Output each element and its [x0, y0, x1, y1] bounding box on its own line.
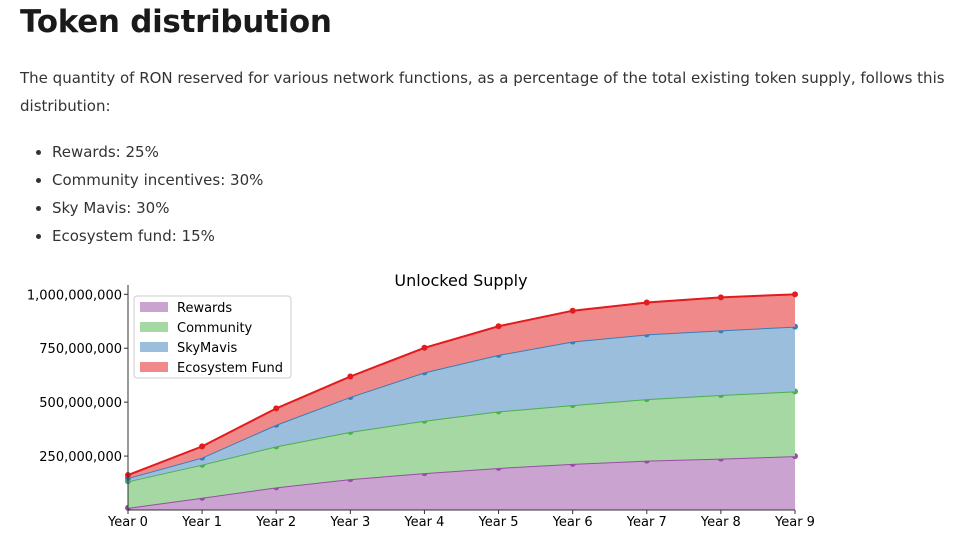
- intro-paragraph: The quantity of RON reserved for various…: [20, 69, 945, 115]
- point-ecosystem-fund: [643, 299, 650, 306]
- x-tick-label: Year 5: [478, 515, 519, 530]
- line-ecosystem-fund: [127, 293, 796, 476]
- point-ecosystem-fund: [347, 373, 354, 380]
- line-rewards: [127, 455, 796, 509]
- x-tick-label: Year 4: [403, 515, 444, 530]
- legend-label: Rewards: [177, 301, 232, 316]
- x-tick-label: Year 7: [626, 515, 667, 530]
- unlocked-supply-chart: Unlocked Supply Year 0 Year 1 Year 2 Year 3…: [27, 271, 815, 530]
- legend-label: SkyMavis: [177, 341, 237, 356]
- list-item: Rewards: 25%: [52, 138, 263, 166]
- point-ecosystem-fund: [199, 443, 206, 450]
- legend-label: Community: [177, 321, 253, 336]
- y-tick-label: 500,000,000: [39, 396, 122, 411]
- x-tick-label: Year 0: [107, 515, 148, 530]
- point-ecosystem-fund: [495, 323, 502, 330]
- list-item: Sky Mavis: 30%: [52, 194, 263, 222]
- legend-swatch: [140, 362, 168, 372]
- legend-label: Ecosystem Fund: [177, 361, 283, 376]
- distribution-list: Rewards: 25% Community incentives: 30% S…: [20, 138, 263, 250]
- x-tick-label: Year 6: [552, 515, 593, 530]
- page-title: Token distribution: [20, 4, 332, 40]
- legend-swatch: [140, 322, 168, 332]
- area-skymavis: [128, 326, 795, 482]
- y-tick-label: 1,000,000,000: [27, 288, 122, 303]
- y-tick-label: 250,000,000: [39, 450, 122, 465]
- y-tick-label: 750,000,000: [39, 342, 122, 357]
- legend-swatch: [140, 302, 168, 312]
- x-tick-label: Year 2: [255, 515, 296, 530]
- list-item: Community incentives: 30%: [52, 166, 263, 194]
- x-tick-label: Year 3: [329, 515, 370, 530]
- point-ecosystem-fund: [717, 294, 724, 301]
- legend-box: [133, 295, 292, 379]
- point-ecosystem-fund: [792, 291, 798, 298]
- legend-swatch: [140, 342, 168, 352]
- point-ecosystem-fund: [273, 405, 280, 412]
- area-ecosystem-fund: [128, 294, 795, 479]
- point-ecosystem-fund: [421, 344, 428, 351]
- area-rewards: [128, 456, 795, 510]
- x-tick-label: Year 9: [774, 515, 815, 530]
- chart-title: Unlocked Supply: [394, 271, 527, 290]
- x-tick-label: Year 1: [181, 515, 222, 530]
- chart-legend: Rewards Community SkyMavis Ecosystem Fund: [133, 295, 292, 379]
- x-tick-label: Year 8: [700, 515, 741, 530]
- point-ecosystem-fund: [569, 307, 576, 314]
- list-item: Ecosystem fund: 15%: [52, 222, 263, 250]
- area-community: [128, 391, 795, 508]
